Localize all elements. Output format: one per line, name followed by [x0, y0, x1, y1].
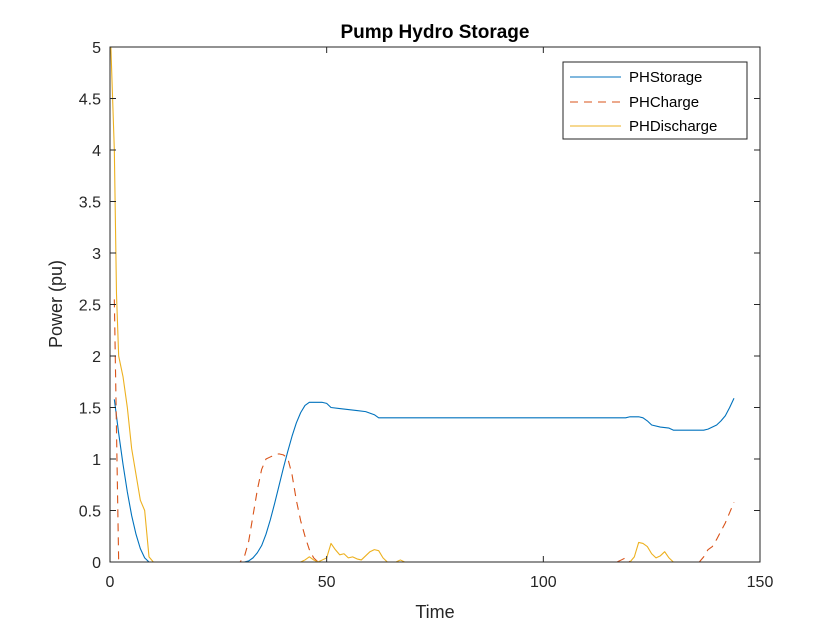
legend-label-phcharge: PHCharge [629, 94, 699, 111]
x-tick-label: 0 [106, 574, 115, 591]
y-tick-label: 1.5 [79, 401, 101, 418]
y-tick-label: 0 [92, 555, 101, 572]
x-axis-label: Time [415, 602, 454, 622]
y-tick-label: 2 [92, 349, 101, 366]
y-tick-label: 0.5 [79, 504, 101, 521]
y-tick-label: 3 [92, 246, 101, 263]
y-tick-label: 1 [92, 452, 101, 469]
series-layer [110, 47, 735, 562]
y-tick-label: 3.5 [79, 195, 101, 212]
y-tick-label: 5 [92, 40, 101, 57]
y-axis-label: Power (pu) [46, 260, 66, 348]
legend: PHStorage PHCharge PHDischarge [562, 61, 748, 140]
y-tick-label: 4.5 [79, 92, 101, 109]
series-line-phstorage [113, 397, 735, 562]
chart-title: Pump Hydro Storage [341, 22, 530, 43]
y-tick-label: 2.5 [79, 298, 101, 315]
series-line-phcharge [113, 299, 735, 562]
series-line-phdischarge [110, 47, 734, 562]
x-tick-label: 100 [530, 574, 557, 591]
x-tick-label: 50 [318, 574, 336, 591]
y-tick-label: 4 [92, 143, 101, 160]
y-axis: 0 0.5 1 1.5 2 2.5 3 3.5 4 4.5 5 [79, 40, 760, 572]
legend-label-phstorage: PHStorage [629, 69, 702, 86]
x-axis: 0 50 100 150 [106, 47, 774, 591]
x-tick-label: 150 [747, 574, 774, 591]
legend-label-phdischarge: PHDischarge [629, 118, 717, 135]
